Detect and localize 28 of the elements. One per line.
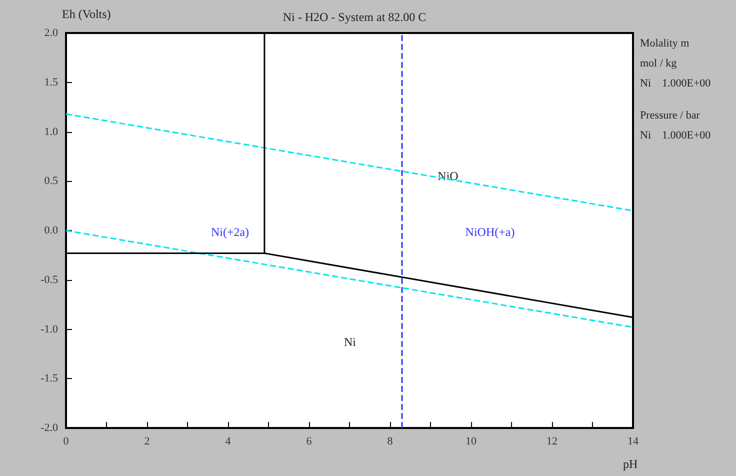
x-tick-label: 8 bbox=[387, 436, 394, 448]
x-tick-label: 12 bbox=[546, 436, 558, 448]
y-tick-label: -2.0 bbox=[40, 422, 58, 434]
annotation: Ni(+2a) bbox=[210, 225, 250, 239]
chart-title: Ni - H2O - System at 82.00 C bbox=[282, 10, 426, 24]
x-tick-label: 6 bbox=[306, 436, 312, 448]
y-tick-label: 1.5 bbox=[44, 76, 58, 88]
y-tick-label: 0.5 bbox=[44, 175, 58, 188]
annotation: NiOH(+a) bbox=[465, 225, 515, 239]
text: Ni 1.000E+00 bbox=[640, 130, 712, 142]
y-tick-label: 1.0 bbox=[44, 126, 58, 138]
y-tick-label: -1.0 bbox=[40, 323, 58, 336]
x-tick-label: 14 bbox=[628, 436, 639, 448]
x-tick-label: 0 bbox=[63, 436, 70, 448]
text: mol / kg bbox=[640, 58, 678, 70]
y-axis-title: Eh (Volts) bbox=[62, 7, 111, 21]
y-tick-label: -1.5 bbox=[40, 372, 58, 385]
x-tick-label: 2 bbox=[144, 436, 150, 448]
annotation: Ni bbox=[344, 335, 357, 349]
y-tick-label: 0.0 bbox=[44, 224, 58, 236]
y-tick-label: -0.5 bbox=[40, 274, 58, 286]
x-axis-title: pH bbox=[623, 457, 638, 471]
text: Molality m bbox=[640, 38, 690, 50]
text: Pressure / bar bbox=[640, 110, 700, 122]
x-tick-label: 4 bbox=[225, 436, 232, 448]
y-tick-label: 2.0 bbox=[44, 27, 58, 39]
text: Ni 1.000E+00 bbox=[640, 78, 712, 90]
x-tick-label: 10 bbox=[466, 436, 477, 448]
